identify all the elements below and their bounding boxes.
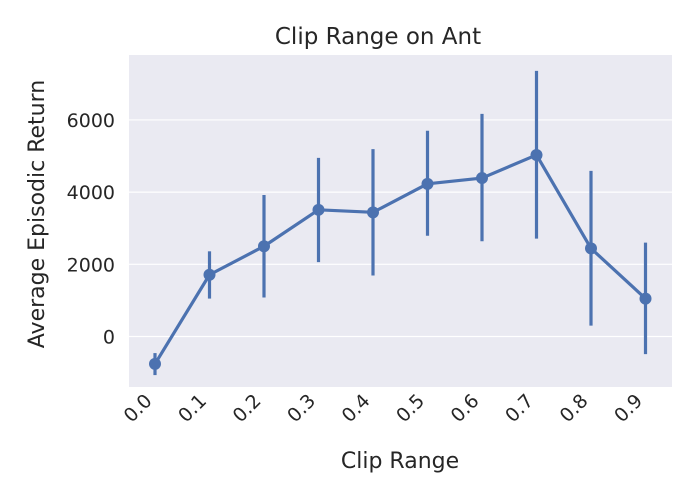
data-point [421,177,434,190]
data-point [149,357,161,370]
data-point [476,172,488,185]
grid-lines [129,119,672,338]
x-tick-label: 0.1 [174,390,211,427]
plot-area [129,55,672,387]
x-tick-label: 0.9 [610,390,647,427]
data-points [149,148,652,370]
data-point [530,148,543,161]
x-tick-label: 0.7 [501,390,538,427]
data-point [312,203,325,216]
data-point [203,268,216,281]
x-tick-label: 0.3 [283,390,320,427]
x-tick-label: 0.5 [392,390,429,427]
x-tick-label: 0.2 [229,390,266,427]
y-tick-label: 2000 [67,254,115,276]
data-point [639,292,652,305]
x-tick-label: 0.6 [447,390,484,427]
y-tick-label: 6000 [67,110,115,132]
data-point [258,240,270,253]
y-tick-label: 4000 [67,182,115,204]
y-tick-label: 0 [103,326,115,348]
y-axis-label: Average Episodic Return [25,80,50,348]
x-tick-labels: 0.0 0.1 0.2 0.3 0.4 0.5 0.6 0.7 0.8 0.9 [120,390,647,427]
x-tick-label: 0.4 [338,390,375,427]
series-line [153,153,647,365]
x-axis-label: Clip Range [341,449,459,474]
chart-title: Clip Range on Ant [275,24,481,50]
data-point [367,206,379,219]
y-tick-labels: 0 2000 4000 6000 [67,110,115,349]
x-tick-label: 0.0 [120,390,157,427]
x-tick-label: 0.8 [556,390,593,427]
data-point [585,242,597,255]
